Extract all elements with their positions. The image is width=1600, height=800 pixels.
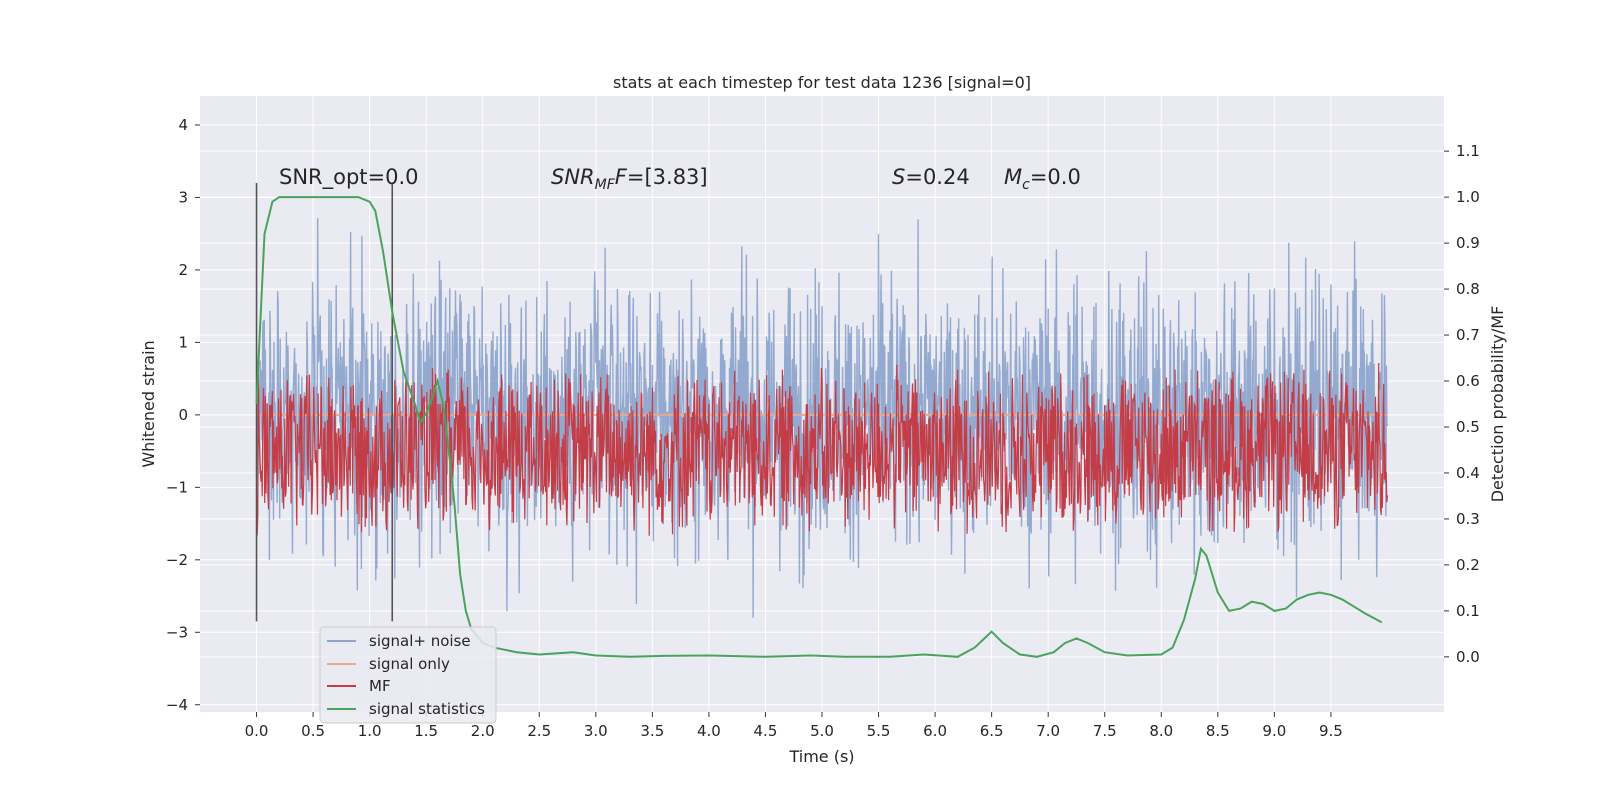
y-tick-label: 4 — [178, 116, 188, 134]
x-tick-label: 8.0 — [1149, 722, 1173, 740]
series-signal-statistics — [255, 196, 1383, 658]
y2-tick-label: 0.0 — [1456, 648, 1480, 666]
x-tick-label: 5.5 — [867, 722, 891, 740]
y2-tick-label: 1.0 — [1456, 188, 1480, 206]
y2-tick-label: 0.3 — [1456, 510, 1480, 528]
annotation-snr-mf: SNRMFF=[3.83] — [551, 165, 708, 193]
x-tick-label: 2.5 — [527, 722, 551, 740]
x-axis-label: Time (s) — [788, 747, 854, 766]
x-tick-label: 6.0 — [923, 722, 947, 740]
annotation-mc: Mc=0.0 — [1004, 165, 1081, 193]
y2-tick-label: 0.6 — [1456, 372, 1480, 390]
y2-tick-label: 0.1 — [1456, 602, 1480, 620]
x-tick-label: 4.5 — [754, 722, 778, 740]
annotation-s: S=0.24 — [892, 165, 970, 189]
signal-statistics-trace — [255, 196, 1383, 658]
y2-tick-label: 1.1 — [1456, 142, 1480, 160]
x-tick-label: 4.0 — [697, 722, 721, 740]
x-tick-label: 0.5 — [301, 722, 325, 740]
y2-axis-ticks: 1.1 1.0 0.9 0.8 0.7 0.6 0.5 0.4 0.3 0.2 0.1 0.0 — [1444, 142, 1480, 666]
x-tick-label: 1.0 — [358, 722, 382, 740]
y-tick-label: −4 — [166, 696, 188, 714]
y2-tick-label: 0.4 — [1456, 464, 1480, 482]
y-tick-label: −2 — [166, 551, 188, 569]
annotation-snr-opt: SNR_opt=0.0 — [279, 165, 419, 190]
legend-label-signal-statistics: signal statistics — [369, 700, 485, 718]
legend: signal+ noise signal only MF signal stat… — [319, 626, 497, 724]
x-tick-label: 5.0 — [810, 722, 834, 740]
y2-tick-label: 0.8 — [1456, 280, 1480, 298]
legend-label-signal-noise: signal+ noise — [369, 632, 471, 650]
legend-label-mf: MF — [369, 677, 391, 695]
x-tick-label: 6.5 — [980, 722, 1004, 740]
x-tick-label: 3.0 — [584, 722, 608, 740]
x-tick-label: 3.5 — [640, 722, 664, 740]
x-tick-label: 1.5 — [414, 722, 438, 740]
y2-tick-label: 0.7 — [1456, 326, 1480, 344]
y2-tick-label: 0.5 — [1456, 418, 1480, 436]
x-tick-label: 7.5 — [1093, 722, 1117, 740]
x-tick-label: 9.5 — [1319, 722, 1343, 740]
y-tick-label: −3 — [166, 623, 188, 641]
y2-tick-label: 0.2 — [1456, 556, 1480, 574]
x-tick-label: 0.0 — [245, 722, 269, 740]
y2-axis-label: Detection probability/MF — [1488, 306, 1507, 503]
y-tick-label: −1 — [166, 478, 188, 496]
y2-tick-label: 0.9 — [1456, 234, 1480, 252]
y-tick-label: 0 — [178, 406, 188, 424]
y-tick-label: 1 — [178, 333, 188, 351]
y-tick-label: 3 — [178, 188, 188, 206]
y-tick-label: 2 — [178, 261, 188, 279]
chart-title: stats at each timestep for test data 123… — [613, 73, 1031, 92]
x-tick-label: 9.0 — [1262, 722, 1286, 740]
x-tick-label: 2.0 — [471, 722, 495, 740]
x-tick-label: 8.5 — [1206, 722, 1230, 740]
y-axis-ticks: 4 3 2 1 0 −1 −2 −3 −4 — [166, 116, 200, 714]
mf-trace — [255, 362, 1389, 536]
x-tick-label: 7.0 — [1036, 722, 1060, 740]
legend-label-signal-only: signal only — [369, 655, 450, 673]
y-axis-label: Whitened strain — [139, 340, 158, 467]
x-axis-ticks: 0.0 0.5 1.0 1.5 2.0 2.5 3.0 3.5 4.0 4.5 5.0 5.5 6.0 6… — [245, 712, 1343, 740]
legend-box — [319, 626, 497, 724]
series-mf — [255, 362, 1389, 536]
